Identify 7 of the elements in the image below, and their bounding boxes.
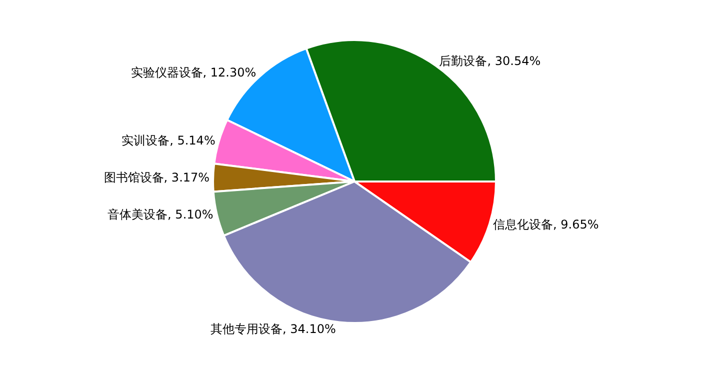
slice-label: 其他专用设备, 34.10% (210, 322, 336, 336)
slice-label: 实验仪器设备, 12.30% (130, 66, 256, 80)
slice-label: 后勤设备, 30.54% (439, 54, 541, 68)
slice-label: 实训设备, 5.14% (122, 134, 216, 148)
slice-label: 信息化设备, 9.65% (493, 217, 599, 232)
slice-label: 音体美设备, 5.10% (108, 207, 214, 222)
slice-label: 图书馆设备, 3.17% (104, 170, 210, 185)
